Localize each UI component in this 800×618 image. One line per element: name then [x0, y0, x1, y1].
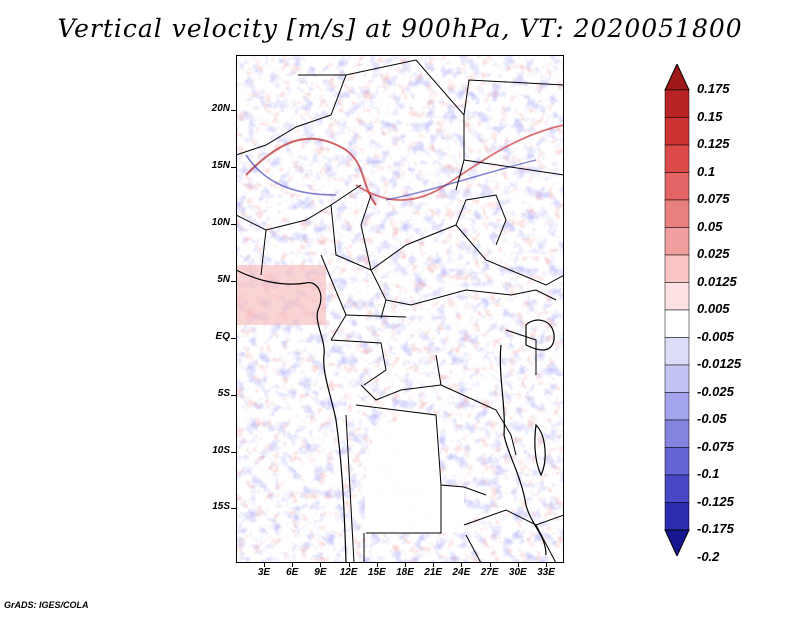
colorbar-label: 0.075 [697, 191, 730, 206]
lat-tick-mark [231, 281, 236, 282]
colorbar-label: 0.1 [697, 163, 716, 179]
lon-tick-label: 33E [537, 567, 555, 578]
colorbar-swatches [664, 62, 690, 558]
colorbar-swatch [664, 282, 690, 311]
map-title: Vertical velocity [m/s] at 900hPa, VT: 2… [57, 14, 743, 43]
lat-tick-mark [231, 395, 236, 396]
colorbar-label: 0.0125 [697, 273, 737, 289]
colorbar-label: 0.175 [697, 81, 730, 96]
colorbar-label: -0.125 [697, 493, 734, 509]
lon-tick-label: 6E [286, 567, 299, 578]
colorbar-swatch [664, 392, 690, 421]
ocean-region [236, 265, 326, 325]
colorbar-label: -0.025 [697, 383, 734, 399]
lat-tick-label: 10N [211, 217, 230, 228]
map-panel [236, 55, 564, 563]
coastlines [236, 269, 555, 563]
lon-tick-mark [320, 563, 322, 567]
colorbar-swatch [664, 117, 690, 146]
colorbar-swatch [664, 309, 690, 338]
country-borders [236, 59, 564, 563]
map-frame [236, 55, 564, 563]
colorbar-swatch [664, 337, 690, 366]
colorbar-swatch [664, 447, 690, 476]
lat-tick-mark [231, 452, 236, 453]
colorbar-label: -0.05 [697, 411, 727, 426]
lon-tick-mark [376, 563, 378, 567]
lat-tick-mark [231, 508, 236, 509]
vertical-velocity-field [236, 55, 564, 563]
colorbar-swatch [664, 199, 690, 228]
lon-tick-mark [348, 563, 350, 567]
lat-tick-mark [231, 167, 236, 168]
lat-tick-label: 20N [211, 103, 230, 114]
colorbar-label: 0.15 [697, 108, 723, 124]
lat-tick-mark [231, 110, 236, 111]
colorbar-label: -0.2 [697, 548, 720, 564]
lon-tick-label: 27E [480, 567, 499, 578]
lon-tick-mark [405, 563, 406, 567]
colorbar-label: -0.075 [697, 438, 734, 454]
colorbar-label: 0.005 [697, 301, 730, 316]
colorbar-swatch [664, 502, 690, 531]
colorbar-swatch [664, 419, 690, 448]
colorbar-label: 0.05 [697, 218, 723, 234]
lon-tick-mark [433, 563, 435, 567]
lat-tick-label: 15N [211, 160, 230, 171]
lat-tick-label: 5S [217, 388, 230, 399]
lon-tick-label: 9E [314, 567, 327, 578]
colorbar-swatch [664, 62, 690, 91]
colorbar-swatch [664, 254, 690, 283]
colorbar-label: -0.175 [697, 521, 734, 536]
lon-tick-label: 30E [508, 567, 527, 578]
colorbar-swatch [664, 364, 690, 393]
lon-tick-mark [546, 563, 547, 567]
lat-tick-label: 10S [212, 445, 230, 456]
lat-tick-mark [231, 224, 236, 225]
lon-tick-mark [517, 563, 519, 567]
lon-tick-label: 12E [339, 567, 358, 578]
lon-tick-mark [264, 563, 265, 567]
lon-tick-mark [461, 563, 463, 567]
colorbar-label: 0.025 [697, 246, 730, 261]
colorbar-label: -0.1 [697, 466, 720, 481]
colorbar-label: -0.0125 [697, 356, 742, 371]
lat-tick-mark [231, 338, 236, 339]
colorbar-label: -0.005 [697, 328, 734, 344]
colorbar [662, 62, 692, 560]
grads-credit: GrADS: IGES/COLA [4, 600, 89, 610]
lon-tick-label: 3E [257, 567, 271, 578]
lon-tick-label: 15E [367, 567, 386, 578]
lon-tick-mark [489, 563, 491, 567]
colorbar-swatch [664, 529, 690, 558]
colorbar-swatch [664, 227, 690, 256]
colorbar-swatch [664, 474, 690, 503]
lat-tick-label: 15S [212, 501, 230, 512]
colorbar-swatch [664, 172, 690, 201]
lon-tick-label: 21E [424, 567, 443, 578]
lon-tick-mark [292, 563, 294, 567]
lat-tick-label: 5N [217, 274, 230, 285]
lon-tick-label: 24E [452, 567, 471, 578]
colorbar-swatch [664, 89, 690, 118]
lat-tick-label: EQ [215, 331, 230, 342]
lon-tick-label: 18E [396, 567, 414, 578]
colorbar-label: 0.125 [697, 136, 730, 151]
colorbar-swatch [664, 144, 690, 173]
